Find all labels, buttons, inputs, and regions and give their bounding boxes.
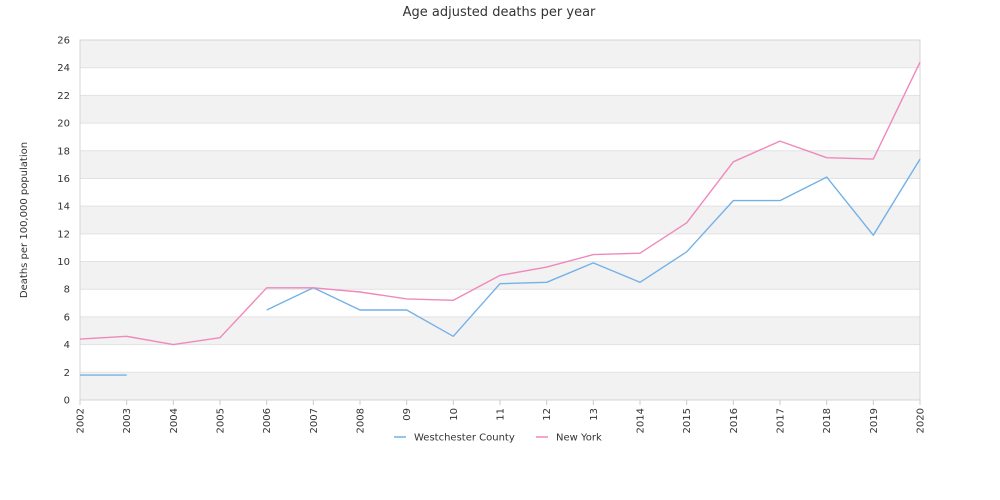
x-tick-label: 2003 — [122, 408, 133, 433]
grid-band — [80, 316, 920, 345]
series-line — [266, 158, 921, 337]
y-tick-label: 0 — [64, 396, 70, 407]
x-tick-label: 09 — [402, 408, 413, 421]
x-tick-label: 13 — [589, 408, 600, 421]
grid-band — [80, 372, 920, 400]
x-tick-label: 2017 — [776, 408, 787, 433]
y-tick-label: 14 — [57, 202, 70, 213]
y-tick-label: 10 — [57, 257, 70, 268]
legend-label: Westchester County — [414, 433, 515, 444]
x-tick-label: 2020 — [916, 408, 927, 433]
x-tick-label: 2014 — [636, 408, 647, 433]
y-tick-label: 6 — [64, 312, 70, 323]
x-tick-label: 2006 — [262, 408, 273, 433]
series-lines — [79, 61, 921, 376]
x-tick-label: 2008 — [356, 408, 367, 433]
legend: Westchester County New York — [394, 433, 602, 444]
grid-band — [80, 40, 920, 68]
x-tick-label: 11 — [496, 408, 507, 421]
y-axis-label: Deaths per 100,000 population — [19, 142, 30, 298]
x-tick-label: 12 — [542, 408, 553, 421]
legend-label: New York — [556, 433, 602, 444]
series-line — [79, 61, 921, 346]
x-tick-label: 2005 — [216, 408, 227, 433]
y-tick-label: 4 — [64, 340, 70, 351]
y-gridlines — [80, 39, 920, 401]
chart-title: Age adjusted deaths per year — [403, 5, 596, 20]
y-tick-label: 20 — [57, 119, 70, 130]
x-tick-label: 2002 — [76, 408, 87, 433]
x-tick-label: 2018 — [822, 408, 833, 433]
x-axis-ticks: 2002 2003 2004 2005 2006 2007 2008 09 10 11 12 13 20… — [76, 400, 927, 433]
y-tick-label: 2 — [64, 368, 70, 379]
grid-band — [80, 95, 920, 124]
x-tick-label: 10 — [449, 408, 460, 421]
x-tick-label: 2019 — [869, 408, 880, 433]
grid-band — [80, 206, 920, 234]
y-tick-label: 16 — [57, 174, 70, 185]
y-tick-label: 18 — [57, 146, 70, 157]
x-tick-label: 2015 — [682, 408, 693, 433]
y-tick-label: 22 — [57, 91, 70, 102]
x-tick-label: 2016 — [729, 408, 740, 433]
grid-band — [80, 150, 920, 179]
x-tick-label: 2007 — [309, 408, 320, 433]
grid-bands — [80, 40, 920, 400]
y-tick-label: 12 — [57, 229, 70, 240]
y-tick-label: 26 — [57, 36, 70, 47]
y-tick-label: 24 — [57, 63, 70, 74]
x-tick-label: 2004 — [169, 408, 180, 433]
y-tick-label: 8 — [64, 285, 70, 296]
